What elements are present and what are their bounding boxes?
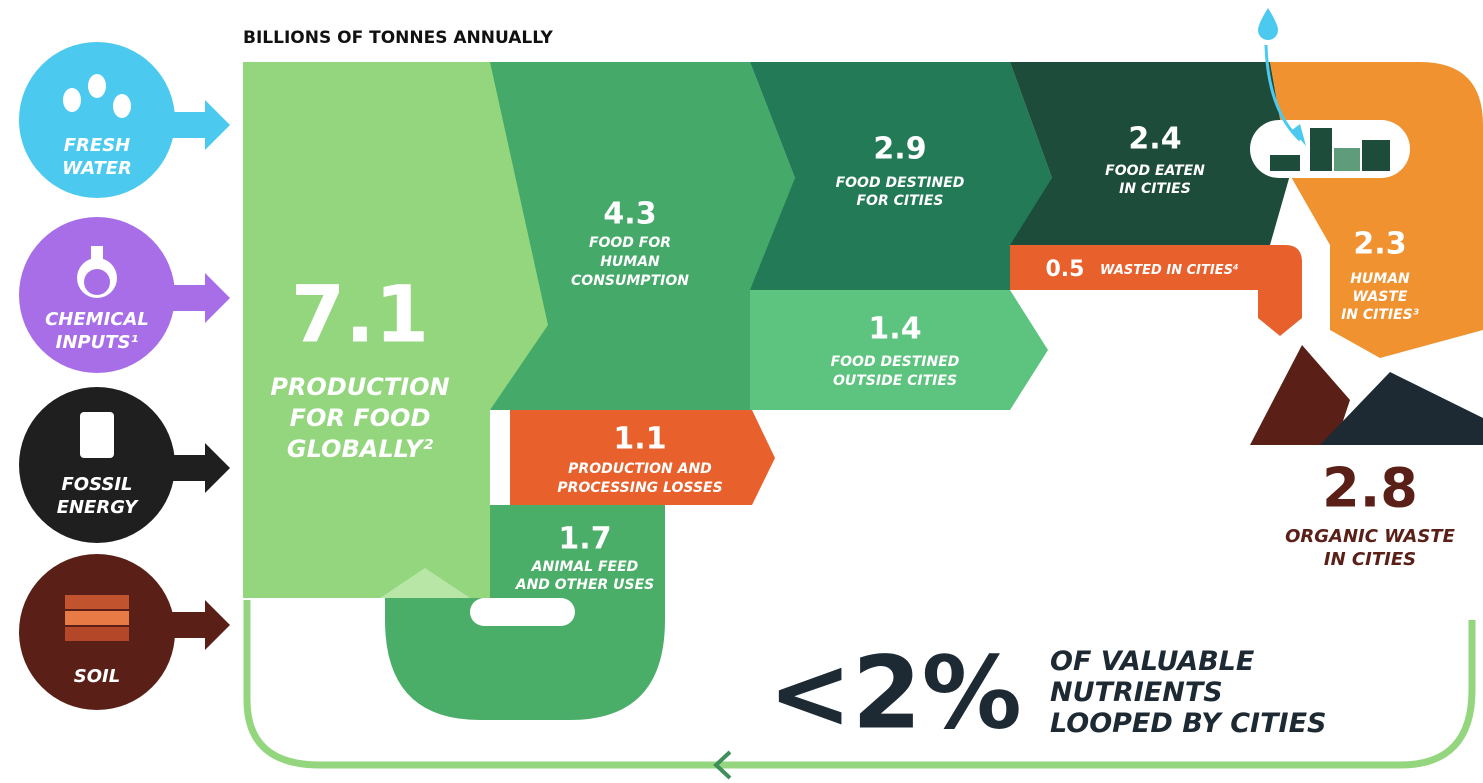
input-label: FRESH WATER bbox=[62, 135, 132, 179]
flow-wasted-cities bbox=[1010, 245, 1302, 336]
callout-label-line: OF VALUABLE bbox=[1050, 646, 1255, 677]
loop-arrowhead bbox=[713, 750, 732, 780]
flow-value: 4.3 bbox=[603, 197, 656, 232]
flow-value: 2.4 bbox=[1128, 122, 1181, 157]
flow-label-line: WASTED IN CITIES⁴ bbox=[1100, 263, 1239, 278]
water-arrow bbox=[1264, 44, 1302, 142]
input-label-line: SOIL bbox=[74, 666, 120, 687]
water-drop bbox=[1258, 8, 1278, 40]
input-label: FOSSIL ENERGY bbox=[57, 474, 140, 518]
nutrient-loop bbox=[243, 600, 1476, 769]
callout-value: <2% bbox=[768, 634, 1022, 751]
water-arrowhead bbox=[1292, 124, 1306, 146]
flow-label-line: FOOD FOR bbox=[589, 235, 671, 251]
flow-label-line: FOR CITIES bbox=[856, 193, 943, 209]
flow-label-line: IN CITIES bbox=[1324, 549, 1416, 570]
flow-label-line: IN CITIES³ bbox=[1341, 307, 1419, 323]
flow-destined-outside bbox=[750, 290, 1048, 410]
flow-value: 2.8 bbox=[1322, 457, 1418, 520]
flow-value: 7.1 bbox=[291, 270, 429, 360]
flow-label: FOOD DESTINED OUTSIDE CITIES bbox=[831, 354, 960, 389]
city-icon bbox=[1310, 128, 1332, 171]
header-title: BILLIONS OF TONNES ANNUALLY bbox=[243, 28, 553, 48]
input-circle bbox=[19, 42, 175, 198]
waste-pile-navy bbox=[1320, 372, 1483, 445]
flow-label-line: WASTE bbox=[1353, 289, 1408, 305]
input-label-line: FOSSIL bbox=[61, 474, 132, 495]
input-arrow bbox=[170, 100, 230, 150]
flow-label-line: PRODUCTION AND bbox=[568, 461, 712, 477]
city-icon bbox=[1334, 148, 1360, 171]
water-icon bbox=[63, 88, 81, 112]
flow-label-line: IN CITIES bbox=[1119, 181, 1191, 197]
flow-label-line: PROCESSING LOSSES bbox=[557, 480, 722, 496]
input-label-line: FRESH bbox=[64, 135, 130, 156]
input-arrow bbox=[170, 443, 230, 493]
flow-value: 2.3 bbox=[1353, 227, 1406, 262]
input-label: SOIL bbox=[74, 666, 120, 687]
flow-label: WASTED IN CITIES⁴ bbox=[1100, 263, 1239, 278]
flow-eaten-cities bbox=[1010, 62, 1290, 245]
flow-value: 1.4 bbox=[868, 312, 921, 347]
fuel-icon bbox=[80, 412, 114, 458]
flow-label-line: CONSUMPTION bbox=[571, 273, 689, 289]
flow-destined-cities bbox=[750, 62, 1052, 290]
inputs bbox=[19, 42, 230, 710]
callout-label: OF VALUABLE NUTRIENTS LOOPED BY CITIES bbox=[1050, 646, 1326, 739]
flask-icon bbox=[84, 269, 110, 295]
flow-label: ANIMAL FEED AND OTHER USES bbox=[515, 559, 655, 593]
water-icon bbox=[88, 74, 106, 98]
waste-pile-brown bbox=[1250, 345, 1350, 445]
soil-icon bbox=[65, 627, 129, 641]
flow-label-line: FOR FOOD bbox=[290, 404, 431, 432]
input-label-line: CHEMICAL bbox=[45, 309, 149, 330]
feed-slot bbox=[470, 598, 575, 626]
callout-label-line: NUTRIENTS bbox=[1050, 677, 1223, 708]
flask-icon bbox=[91, 246, 103, 262]
input-label-line: INPUTS¹ bbox=[56, 332, 139, 353]
flow-label-line: ANIMAL FEED bbox=[531, 559, 639, 575]
flow-shapes bbox=[243, 8, 1483, 780]
input-circle bbox=[19, 387, 175, 543]
flow-label-line: GLOBALLY² bbox=[287, 435, 434, 463]
flow-label-line: FOOD DESTINED bbox=[836, 175, 965, 191]
flow-label-line: PRODUCTION bbox=[270, 373, 449, 401]
flow-value: 2.9 bbox=[873, 132, 926, 167]
flow-production bbox=[243, 62, 548, 598]
soil-icon bbox=[65, 611, 129, 625]
soil-icon bbox=[65, 595, 129, 609]
flow-value: 1.1 bbox=[613, 422, 666, 457]
input-arrow bbox=[170, 273, 230, 323]
input-label-line: ENERGY bbox=[57, 497, 140, 518]
flow-losses bbox=[510, 410, 775, 505]
flow-label-line: HUMAN bbox=[1350, 271, 1410, 287]
flow-label-line: FOOD DESTINED bbox=[831, 354, 960, 370]
callout-label-line: LOOPED BY CITIES bbox=[1050, 708, 1326, 739]
city-icon bbox=[1362, 140, 1390, 171]
flow-label: FOOD DESTINED FOR CITIES bbox=[836, 175, 965, 209]
flow-value: 0.5 bbox=[1046, 257, 1085, 282]
flow-label-line: ORGANIC WASTE bbox=[1285, 526, 1455, 547]
input-label-line: WATER bbox=[62, 158, 132, 179]
flow-label-line: AND OTHER USES bbox=[515, 577, 655, 593]
feed-arrowhead bbox=[380, 568, 470, 598]
flow-label: PRODUCTION AND PROCESSING LOSSES bbox=[557, 461, 722, 496]
input-label: CHEMICAL INPUTS¹ bbox=[45, 309, 149, 353]
flow-human-consumption bbox=[490, 62, 795, 410]
water-icon bbox=[113, 94, 131, 118]
flow-label: HUMAN WASTE IN CITIES³ bbox=[1341, 271, 1419, 323]
flow-label-line: OUTSIDE CITIES bbox=[833, 373, 957, 389]
flow-label: FOOD EATEN IN CITIES bbox=[1105, 163, 1205, 197]
flow-label: ORGANIC WASTE IN CITIES bbox=[1285, 526, 1455, 570]
city-icon bbox=[1270, 155, 1300, 171]
flow-label: PRODUCTION FOR FOOD GLOBALLY² bbox=[270, 373, 449, 463]
flow-label-line: HUMAN bbox=[600, 254, 660, 270]
input-arrow bbox=[170, 600, 230, 650]
flow-label-line: FOOD EATEN bbox=[1105, 163, 1205, 179]
flow-value: 1.7 bbox=[558, 522, 611, 557]
flow-label: FOOD FOR HUMAN CONSUMPTION bbox=[571, 235, 689, 289]
